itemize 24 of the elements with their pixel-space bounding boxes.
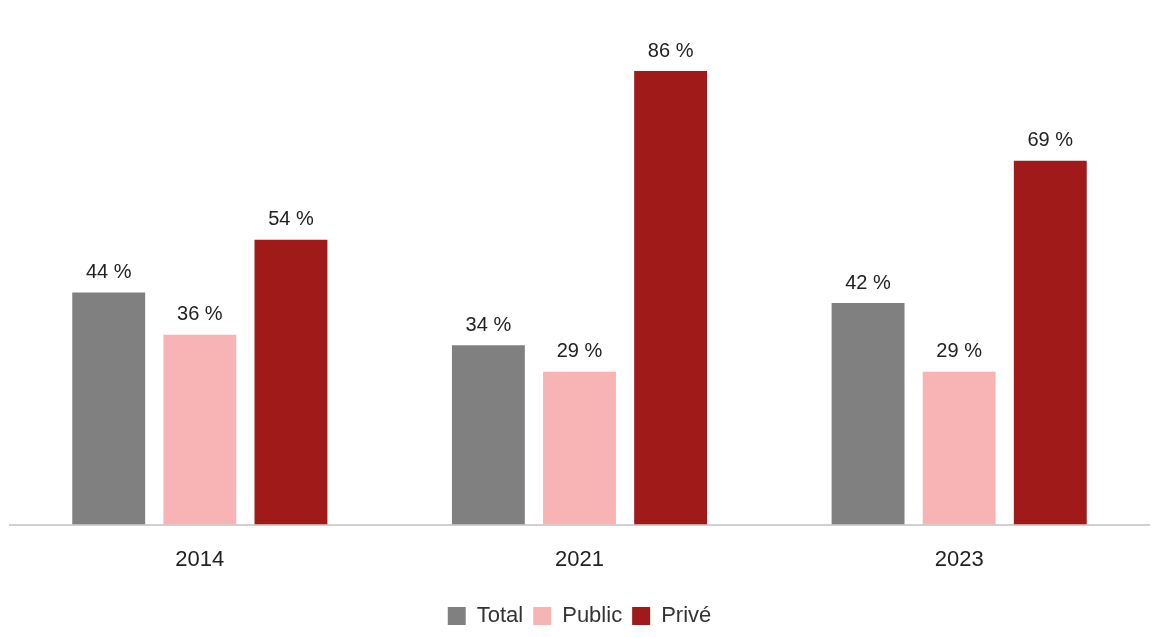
data-label: 42 % (845, 270, 892, 293)
legend-label: Total (476, 602, 524, 628)
data-label: 54 % (268, 207, 314, 230)
bar (254, 239, 328, 525)
bar (163, 334, 237, 525)
data-label: 44 % (85, 260, 132, 283)
bar (1013, 160, 1087, 525)
data-label: 29 % (556, 339, 603, 362)
data-label: 69 % (1027, 128, 1074, 151)
bar (451, 345, 525, 525)
bar (922, 371, 996, 525)
bar (72, 292, 146, 525)
legend-label: Public (562, 602, 623, 628)
x-tick-label: 2021 (555, 545, 604, 571)
data-label: 34 % (465, 312, 512, 335)
x-tick-label: 2014 (175, 545, 225, 571)
data-label: 86 % (647, 38, 694, 61)
x-tick-label: 2023 (934, 545, 984, 571)
data-label: 29 % (936, 339, 983, 362)
bar (831, 303, 905, 525)
bar (543, 371, 616, 525)
legend-label: Privé (661, 602, 712, 628)
bar (634, 71, 708, 525)
data-label: 36 % (177, 302, 223, 325)
